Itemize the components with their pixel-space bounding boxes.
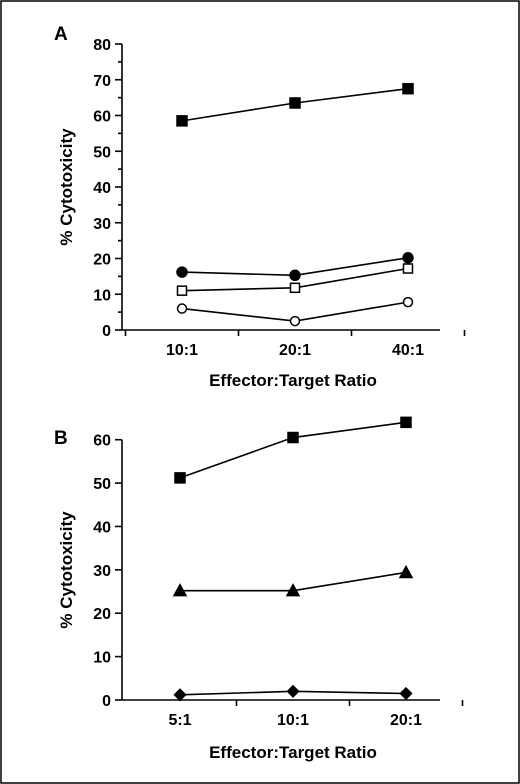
panel-a-label: A — [54, 24, 68, 45]
panel-a-data-point — [402, 263, 414, 274]
panel-a-y-tick-label: 70 — [93, 73, 111, 90]
panel-a-y-tick-label: 50 — [93, 144, 111, 161]
panel-b-x-axis-label: Effector:Target Ratio — [209, 743, 377, 762]
panel-b-y-tick-label: 40 — [93, 519, 111, 536]
panel-a-series-filled-square — [176, 82, 414, 127]
panel-a-data-point — [176, 266, 188, 278]
panel-a-series-open-square — [176, 263, 414, 296]
panel-b-x-tick-label: 5:1 — [168, 712, 191, 729]
panel-a-x-tick-label: 10:1 — [166, 342, 198, 359]
panel-b-series-filled-triangle — [172, 564, 414, 597]
panel-a-y-tick-label: 30 — [93, 216, 111, 233]
panel-b-data-point — [399, 686, 413, 701]
panel-a-data-point — [402, 82, 414, 95]
panel-a-data-point — [176, 115, 188, 127]
panel-b-y-tick-label: 20 — [93, 606, 111, 623]
panel-b-y-tick-label: 50 — [93, 476, 111, 493]
panel-a-data-point — [176, 285, 188, 296]
panel-b-y-axis-label: % Cytotoxicity — [57, 511, 76, 629]
panel-a-y-tick-label: 10 — [93, 287, 111, 304]
panel-b-y-tick-label: 0 — [102, 693, 111, 710]
panel-b-data-point — [286, 684, 300, 698]
panel-a-y-tick-label: 40 — [93, 180, 111, 197]
panel-b-y-tick-label: 10 — [93, 650, 111, 667]
panel-a: A % Cytotoxicity Effector:Target Ratio 0… — [54, 24, 466, 390]
panel-b-series-filled-diamond — [173, 684, 413, 702]
panel-a-y-tick-label: 60 — [93, 109, 111, 126]
panel-b-series-filled-square — [174, 416, 412, 484]
panel-a-x-tick-label: 40:1 — [392, 342, 424, 359]
panel-b: B % Cytotoxicity Effector:Target Ratio 0… — [54, 416, 464, 762]
panel-b-data-point — [400, 416, 412, 429]
panel-a-data-point — [402, 296, 414, 308]
panel-a-series-open-circle — [176, 296, 414, 327]
panel-a-y-tick-label: 80 — [93, 37, 111, 54]
panel-b-data-point — [398, 564, 414, 579]
panel-a-y-tick-label: 0 — [102, 323, 111, 340]
panel-b-series-line — [179, 421, 407, 479]
panel-b-data-point — [174, 472, 186, 484]
panel-b-data-point — [287, 431, 299, 444]
panel-b-data-point — [285, 583, 301, 597]
panel-b-x-tick-label: 20:1 — [390, 712, 422, 729]
panel-b-data-point — [173, 688, 187, 702]
panel-a-data-point — [289, 315, 301, 327]
panel-a-y-tick-label: 20 — [93, 252, 111, 269]
panel-a-data-point — [289, 282, 301, 294]
panel-a-data-point — [402, 252, 414, 264]
panel-a-data-point — [289, 269, 301, 282]
panel-a-x-axis-label: Effector:Target Ratio — [209, 371, 377, 390]
panel-b-x-tick-label: 10:1 — [277, 712, 309, 729]
panel-a-data-point — [289, 97, 301, 109]
panel-b-y-tick-label: 60 — [93, 433, 111, 450]
panel-a-series-filled-circle — [176, 252, 414, 282]
panel-b-y-tick-label: 30 — [93, 563, 111, 580]
panel-a-x-tick-label: 20:1 — [279, 342, 311, 359]
panel-a-data-point — [176, 303, 188, 314]
panel-b-label: B — [54, 428, 68, 449]
panel-b-data-point — [172, 583, 188, 597]
panel-a-y-axis-label: % Cytotoxicity — [57, 128, 76, 246]
